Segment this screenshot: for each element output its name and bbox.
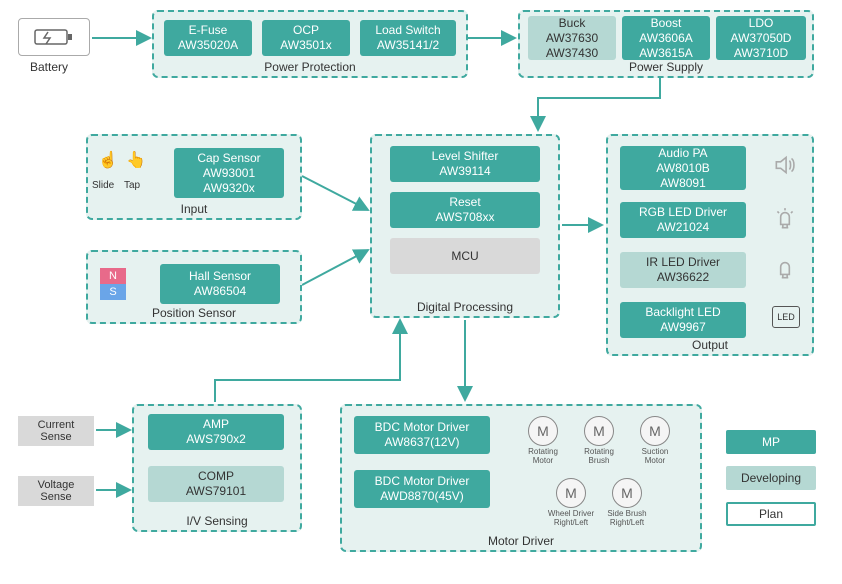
- legend-developing: Developing: [726, 466, 816, 490]
- motor-sidebrush: M: [612, 478, 642, 508]
- tap-icon: 👆: [124, 150, 148, 170]
- motor-wheel: M: [556, 478, 586, 508]
- chip-levelshifter: Level ShifterAW39114: [390, 146, 540, 182]
- group-label: Digital Processing: [417, 300, 513, 314]
- motor-brush: M: [584, 416, 614, 446]
- speaker-icon: [772, 152, 800, 180]
- motor-suction-label: Suction Motor: [630, 448, 680, 466]
- group-label: Power Supply: [629, 60, 703, 74]
- chip-efuse: E-FuseAW35020A: [164, 20, 252, 56]
- backlight-led-icon: LED: [772, 306, 800, 328]
- chip-bdc12: BDC Motor DriverAW8637(12V): [354, 416, 490, 454]
- chip-backlight: Backlight LEDAW9967: [620, 302, 746, 338]
- motor-suction: M: [640, 416, 670, 446]
- chip-reset: ResetAWS708xx: [390, 192, 540, 228]
- current-sense-box: Current Sense: [18, 416, 94, 446]
- group-label: I/V Sensing: [186, 514, 247, 528]
- motor-sidebrush-label: Side Brush Right/Left: [602, 510, 652, 528]
- chip-loadswitch: Load SwitchAW35141/2: [360, 20, 456, 56]
- group-label: Input: [181, 202, 208, 216]
- legend-plan: Plan: [726, 502, 816, 526]
- motor-rotating: M: [528, 416, 558, 446]
- chip-hall: Hall SensorAW86504: [160, 264, 280, 304]
- chip-comp: COMPAWS79101: [148, 466, 284, 502]
- battery-label: Battery: [30, 60, 68, 74]
- chip-irled: IR LED DriverAW36622: [620, 252, 746, 288]
- group-label: Power Protection: [264, 60, 355, 74]
- chip-capsensor: Cap SensorAW93001AW9320x: [174, 148, 284, 198]
- rgb-led-icon: [772, 206, 800, 234]
- tap-label: Tap: [124, 180, 140, 191]
- motor-rotating-label: Rotating Motor: [518, 448, 568, 466]
- group-label: Output: [692, 338, 728, 352]
- magnet-s: S: [100, 284, 126, 300]
- voltage-sense-box: Voltage Sense: [18, 476, 94, 506]
- magnet-n: N: [100, 268, 126, 284]
- legend-mp: MP: [726, 430, 816, 454]
- chip-ocp: OCPAW3501x: [262, 20, 350, 56]
- group-label: Position Sensor: [152, 306, 236, 320]
- motor-brush-label: Rotating Brush: [574, 448, 624, 466]
- ir-led-icon: [772, 256, 800, 284]
- slide-icon: ☝: [96, 150, 120, 170]
- group-label: Motor Driver: [488, 534, 554, 548]
- battery-icon: [18, 18, 90, 56]
- chip-mcu: MCU: [390, 238, 540, 274]
- chip-rgbled: RGB LED DriverAW21024: [620, 202, 746, 238]
- chip-bdc45: BDC Motor DriverAWD8870(45V): [354, 470, 490, 508]
- motor-wheel-label: Wheel Driver Right/Left: [546, 510, 596, 528]
- chip-amp: AMPAWS790x2: [148, 414, 284, 450]
- chip-audiopa: Audio PAAW8010BAW8091: [620, 146, 746, 190]
- chip-ldo: LDOAW37050DAW3710D: [716, 16, 806, 60]
- chip-boost: BoostAW3606AAW3615A: [622, 16, 710, 60]
- slide-label: Slide: [92, 180, 114, 191]
- chip-buck: BuckAW37630AW37430: [528, 16, 616, 60]
